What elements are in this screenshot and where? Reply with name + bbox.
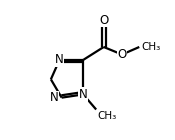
Text: CH₃: CH₃ <box>141 42 160 52</box>
Text: N: N <box>50 91 58 104</box>
Text: CH₃: CH₃ <box>98 111 117 121</box>
Text: O: O <box>99 13 108 26</box>
Text: N: N <box>79 88 88 101</box>
Text: N: N <box>55 53 64 66</box>
Text: O: O <box>117 48 127 61</box>
